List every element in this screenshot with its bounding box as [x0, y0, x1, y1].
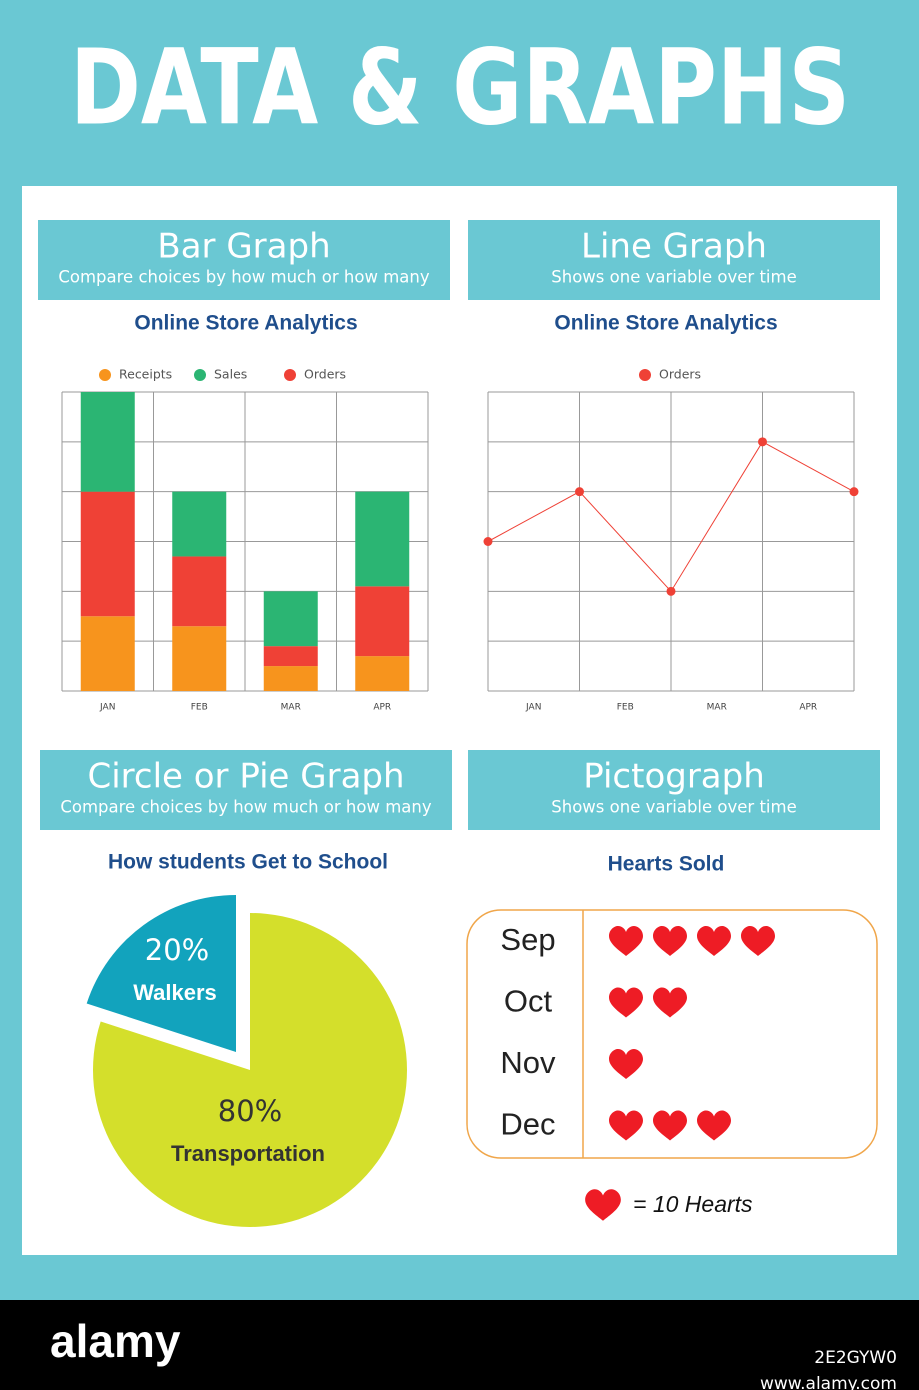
bar-segment [355, 491, 410, 587]
x-tick-label: MAR [281, 703, 301, 713]
legend-swatch [194, 369, 206, 381]
bar-segment [355, 586, 410, 657]
x-tick-label: APR [799, 703, 817, 713]
section-header [38, 220, 450, 300]
line-point [758, 437, 767, 447]
legend-swatch [639, 369, 651, 381]
bar-segment [355, 656, 410, 691]
legend-label: Orders [659, 367, 701, 382]
row-label: Nov [500, 1045, 556, 1080]
section-heading: Bar Graph [157, 227, 330, 267]
x-tick-label: JAN [525, 703, 541, 713]
bar-segment [172, 626, 227, 691]
bar-segment [263, 591, 318, 647]
chart-title: Online Store Analytics [554, 312, 777, 335]
heart-icon [653, 987, 687, 1018]
row-label: Oct [504, 984, 553, 1019]
heart-icon [609, 1049, 643, 1079]
key-label: = 10 Hearts [633, 1191, 753, 1217]
section-heading: Pictograph [583, 757, 765, 797]
x-tick-label: FEB [191, 703, 208, 713]
slice-value-label: 20% [145, 933, 209, 967]
x-tick-label: MAR [707, 703, 727, 713]
bar-segment [80, 616, 135, 691]
section-heading: Line Graph [581, 227, 767, 267]
x-tick-label: APR [373, 703, 391, 713]
heart-icon [609, 926, 643, 956]
chart-title: How students Get to School [108, 851, 388, 874]
bar-segment [80, 392, 135, 492]
line-point [666, 586, 676, 596]
section-subheading: Shows one variable over time [551, 268, 796, 287]
legend-label: Receipts [119, 367, 172, 382]
bar-segment [263, 646, 318, 667]
heart-icon [609, 1110, 643, 1141]
bar-segment [172, 491, 227, 557]
slice-name-label: Walkers [133, 980, 217, 1005]
section-header [40, 750, 452, 830]
poster-title: DATA & GRAPHS [70, 26, 850, 148]
legend-swatch [284, 369, 296, 381]
legend-label: Orders [304, 367, 346, 382]
chart-title: Hearts Sold [608, 853, 725, 876]
footer-brand: alamy [50, 1315, 181, 1367]
heart-icon [697, 926, 731, 956]
line-point [483, 537, 493, 546]
section-subheading: Shows one variable over time [551, 798, 796, 817]
footer-bar [0, 1300, 919, 1390]
line-point [575, 487, 584, 497]
section-header [468, 220, 880, 300]
bar-segment [172, 556, 227, 627]
section-header [468, 750, 880, 830]
heart-icon [741, 926, 775, 956]
slice-value-label: 80% [218, 1094, 282, 1128]
heart-icon [697, 1110, 731, 1141]
section-heading: Circle or Pie Graph [87, 757, 404, 797]
line-point [849, 487, 859, 497]
x-tick-label: JAN [99, 703, 115, 713]
bar-segment [80, 491, 135, 617]
legend-label: Sales [214, 367, 247, 382]
legend-swatch [99, 369, 111, 381]
heart-icon [653, 926, 687, 956]
footer-url: www.alamy.com [760, 1374, 897, 1390]
pictograph-frame [466, 909, 878, 1159]
pie-slice [92, 913, 407, 1228]
heart-icon [609, 987, 643, 1018]
bar-segment [263, 666, 318, 691]
row-label: Dec [500, 1107, 555, 1142]
section-subheading: Compare choices by how much or how many [58, 268, 430, 287]
heart-icon [653, 1110, 687, 1141]
pie-slice [86, 895, 236, 1052]
slice-name-label: Transportation [171, 1141, 325, 1166]
x-tick-label: FEB [617, 703, 634, 713]
row-label: Sep [500, 922, 555, 957]
chart-title: Online Store Analytics [134, 312, 357, 335]
footer-id: 2E2GYW0 [814, 1348, 897, 1368]
key-heart [585, 1189, 621, 1221]
section-subheading: Compare choices by how much or how many [60, 798, 432, 817]
